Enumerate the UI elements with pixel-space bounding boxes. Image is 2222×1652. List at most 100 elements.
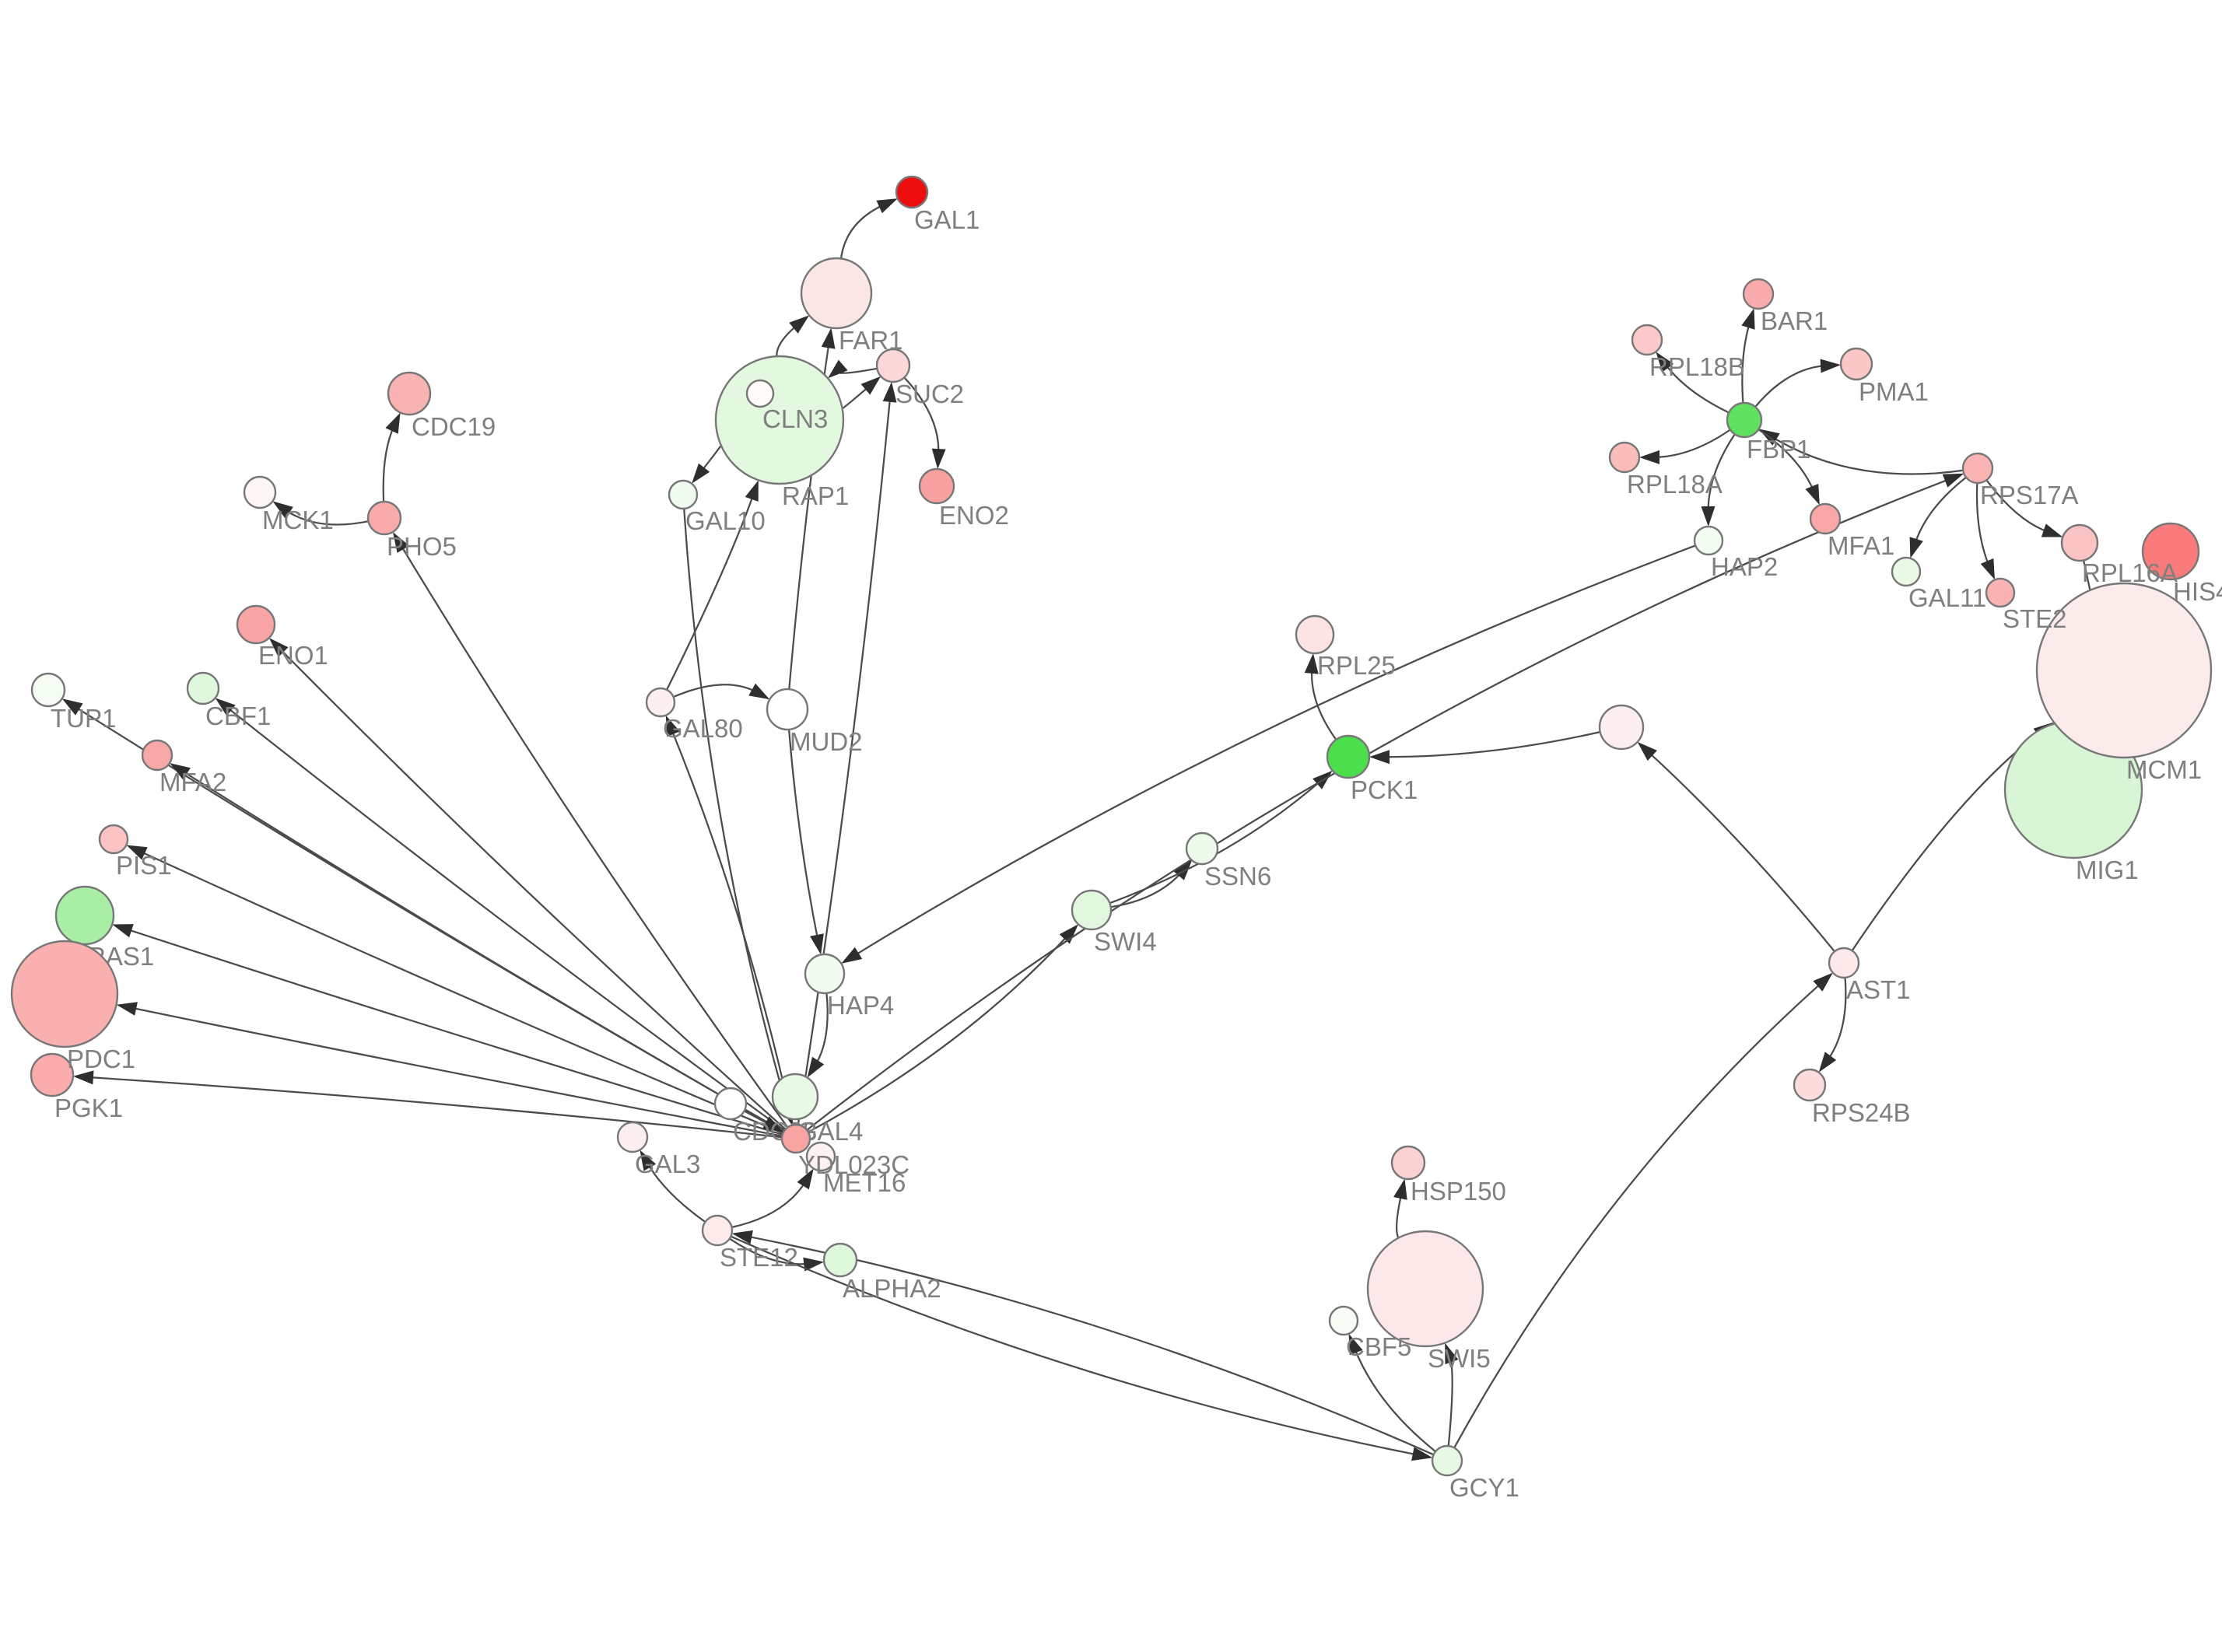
node-ENO1[interactable] — [236, 604, 276, 645]
node-MFA1[interactable] — [1809, 502, 1842, 535]
node-ENO2[interactable] — [918, 467, 955, 505]
node-label-PIS1: PIS1 — [116, 851, 172, 880]
node-label-CDC19: CDC19 — [412, 412, 496, 441]
edge-GAL80-RAP1[interactable] — [665, 493, 755, 691]
edge-YDL023C-PHO5[interactable] — [399, 543, 789, 1129]
edge-RPS17A-RPL16A[interactable] — [1985, 479, 2050, 534]
edge-STE12-GAL3[interactable] — [646, 1161, 706, 1223]
node-HIS4[interactable] — [2141, 522, 2200, 581]
edge-YDL023C-CBF1[interactable] — [226, 705, 786, 1132]
edge-GAL10-YDL023C[interactable] — [683, 508, 790, 1112]
edge-NODE1-PCK1[interactable] — [1383, 731, 1600, 758]
edge-YDL023C-PDC1[interactable] — [130, 1006, 783, 1137]
node-GAL10[interactable] — [668, 479, 699, 510]
edge-FBP1-RPL18B[interactable] — [1663, 362, 1730, 414]
node-CDC28[interactable] — [713, 1087, 748, 1121]
node-STE12[interactable] — [701, 1214, 734, 1247]
edge-AST1-RPS24B[interactable] — [1826, 977, 1847, 1062]
edge-GCY1-CBF5[interactable] — [1353, 1346, 1436, 1453]
node-SSN6[interactable] — [1185, 831, 1219, 866]
node-RPL18A[interactable] — [1608, 441, 1641, 474]
node-YDL023C[interactable] — [780, 1123, 811, 1154]
node-PMA1[interactable] — [1839, 347, 1873, 381]
node-label-GAL80: GAL80 — [663, 714, 743, 743]
node-RPL18B[interactable] — [1631, 324, 1663, 356]
node-RPL16A[interactable] — [2060, 523, 2099, 562]
node-RPS24B[interactable] — [1793, 1068, 1827, 1102]
node-MUD2[interactable] — [766, 688, 809, 731]
edge-YDL023C-PGK1[interactable] — [87, 1076, 783, 1139]
edge-MUD2-HAP4[interactable] — [787, 729, 819, 941]
node-label-YDL023C: YDL023C — [798, 1150, 909, 1179]
edge-PHO5-MCK1[interactable] — [283, 508, 369, 526]
node-TUP1[interactable] — [30, 672, 66, 708]
edge-YDL023C-MFA2[interactable] — [180, 769, 784, 1133]
edge-YDL023C-RPS17A[interactable] — [806, 478, 1951, 1131]
node-FBP1[interactable] — [1726, 401, 1763, 439]
edge-YDL023C-ENO1[interactable] — [278, 647, 787, 1130]
edge-GCY1-AST1[interactable] — [1453, 981, 1823, 1448]
node-RAS1[interactable] — [54, 885, 115, 946]
edge-FBP1-PMA1[interactable] — [1754, 364, 1827, 408]
edge-GAL80-MUD2[interactable] — [673, 684, 758, 698]
edge-FBP1-MFA1[interactable] — [1758, 429, 1815, 493]
node-MCM1[interactable] — [2035, 582, 2213, 759]
node-CBF5[interactable] — [1328, 1305, 1359, 1336]
node-NODE1[interactable] — [1598, 704, 1645, 751]
edge-STE12-MET16[interactable] — [731, 1180, 808, 1228]
node-FAR1[interactable] — [800, 257, 873, 330]
edge-SUC2-ENO2[interactable] — [903, 376, 940, 455]
edge-HAP2-HAP4[interactable] — [853, 544, 1696, 957]
node-BAR1[interactable] — [1742, 278, 1775, 310]
node-SWI4[interactable] — [1071, 889, 1113, 931]
node-PDC1[interactable] — [10, 940, 119, 1048]
node-MFA2[interactable] — [141, 739, 173, 772]
edge-YDL023C-RAS1[interactable] — [125, 928, 783, 1136]
edge-HAP4-GAL4[interactable] — [814, 992, 829, 1066]
edge-FAR1-GAL1[interactable] — [839, 203, 885, 259]
node-ALPHA2[interactable] — [822, 1242, 858, 1278]
edge-YDL023C-SWI4[interactable] — [808, 933, 1070, 1133]
node-GAL3[interactable] — [616, 1121, 649, 1153]
edge-RPS17A-GAL11[interactable] — [1913, 476, 1967, 545]
node-STE2[interactable] — [1985, 577, 2016, 608]
edge-FBP1-HAP2[interactable] — [1707, 433, 1736, 513]
node-GAL4[interactable] — [771, 1073, 819, 1121]
node-PIS1[interactable] — [98, 824, 129, 855]
node-HAP4[interactable] — [804, 953, 846, 995]
node-RPL25[interactable] — [1295, 614, 1335, 655]
edge-RPS17A-STE2[interactable] — [1975, 482, 1991, 568]
node-CBF1[interactable] — [186, 671, 220, 705]
node-HSP150[interactable] — [1390, 1145, 1426, 1181]
edge-YDL023C-GAL80[interactable] — [670, 728, 794, 1125]
node-MCK1[interactable] — [243, 475, 277, 509]
node-SUC2[interactable] — [875, 348, 911, 383]
node-MET16[interactable] — [805, 1141, 836, 1172]
edge-YDL023C-PIS1[interactable] — [138, 850, 783, 1135]
node-GAL80[interactable] — [645, 687, 676, 718]
node-HAP2[interactable] — [1693, 525, 1724, 556]
node-GCY1[interactable] — [1431, 1444, 1463, 1477]
edge-SWI5-HSP150[interactable] — [1396, 1192, 1403, 1239]
node-PHO5[interactable] — [366, 500, 402, 536]
edge-PCK1-RPL25[interactable] — [1310, 667, 1337, 740]
node-GAL11[interactable] — [1891, 556, 1922, 587]
node-PCK1[interactable] — [1326, 734, 1371, 779]
edge-AST1-NODE1[interactable] — [1647, 751, 1835, 953]
edge-PHO5-CDC19[interactable] — [382, 425, 395, 502]
node-RPS17A[interactable] — [1961, 452, 1994, 485]
node-CDC19[interactable] — [387, 371, 432, 416]
node-GAL1[interactable] — [895, 175, 929, 209]
edge-FBP1-RPL18A[interactable] — [1653, 429, 1731, 459]
node-label-SWI4: SWI4 — [1094, 927, 1157, 956]
node-PGK1[interactable] — [30, 1052, 75, 1097]
edge-STE12-ALPHA2[interactable] — [729, 1237, 811, 1265]
node-AST1[interactable] — [1828, 947, 1860, 979]
node-SWI5[interactable] — [1366, 1230, 1484, 1348]
edge-YDL023C-SUC2[interactable] — [797, 395, 892, 1125]
edge-STE12-GCY1[interactable] — [730, 1235, 1419, 1456]
node-CLN3[interactable] — [745, 379, 775, 408]
edge-FBP1-BAR1[interactable] — [1741, 321, 1751, 404]
edge-RPS17A-FBP1[interactable] — [1770, 436, 1964, 475]
